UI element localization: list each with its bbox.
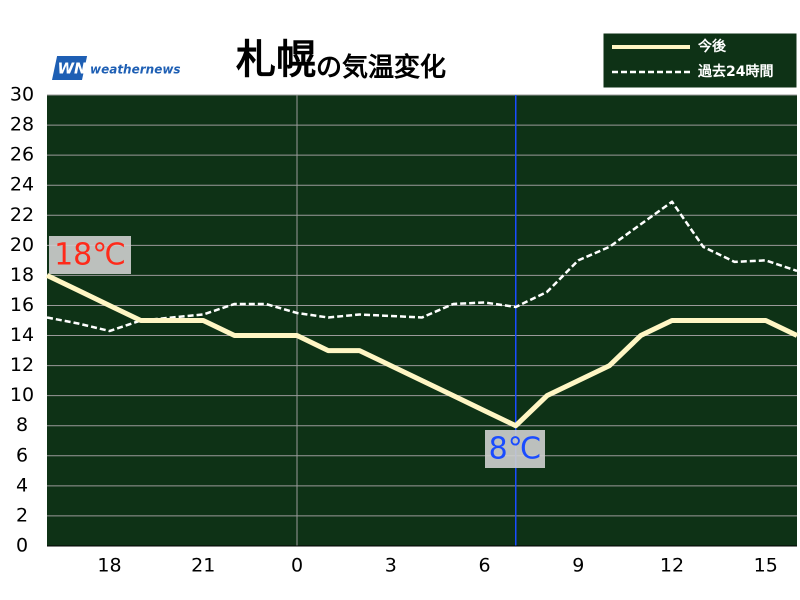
x-tick-label: 18 — [97, 555, 121, 577]
y-tick-label: 2 — [16, 504, 28, 526]
series-line — [45, 273, 799, 429]
annotation: 18℃ — [54, 238, 126, 273]
series-line — [46, 200, 798, 333]
y-tick-label: 10 — [10, 384, 34, 406]
y-tick-label: 20 — [10, 234, 34, 256]
logo: WN weathernews — [51, 56, 181, 80]
y-tick-label: 28 — [10, 114, 34, 136]
y-tick-label: 16 — [10, 294, 34, 316]
title-sub: の気温変化 — [316, 52, 446, 83]
x-tick-label: 15 — [754, 555, 778, 577]
logo-mark: WN — [57, 60, 87, 78]
logo-text: weathernews — [90, 63, 181, 77]
y-tick-label: 12 — [10, 354, 34, 376]
y-tick-label: 4 — [16, 474, 28, 496]
y-tick-label: 14 — [10, 324, 34, 346]
x-tick-label: 9 — [572, 555, 584, 577]
y-tick-label: 24 — [10, 174, 34, 196]
y-tick-label: 26 — [10, 144, 34, 166]
y-tick-label: 0 — [16, 535, 28, 557]
y-tick-label: 22 — [10, 204, 34, 226]
x-tick-label: 21 — [191, 555, 215, 577]
x-tick-label: 3 — [385, 555, 397, 577]
logo-box — [51, 56, 88, 80]
annotation-bg — [485, 430, 545, 468]
legend-box — [602, 32, 798, 89]
legend-label: 今後 — [697, 38, 727, 55]
annotation: 8℃ — [489, 432, 542, 467]
y-tick-label: 18 — [10, 264, 34, 286]
x-tick-label: 6 — [478, 555, 490, 577]
annotation-bg — [49, 236, 131, 274]
y-tick-label: 30 — [10, 84, 34, 106]
legend-label: 過去24時間 — [697, 63, 773, 80]
y-tick-label: 8 — [16, 414, 28, 436]
title-main: 札幌 — [236, 37, 316, 83]
chart-title: 札幌の気温変化 — [236, 37, 446, 83]
x-tick-label: 0 — [291, 555, 303, 577]
x-tick-label: 12 — [660, 555, 684, 577]
y-tick-label: 6 — [16, 444, 28, 466]
